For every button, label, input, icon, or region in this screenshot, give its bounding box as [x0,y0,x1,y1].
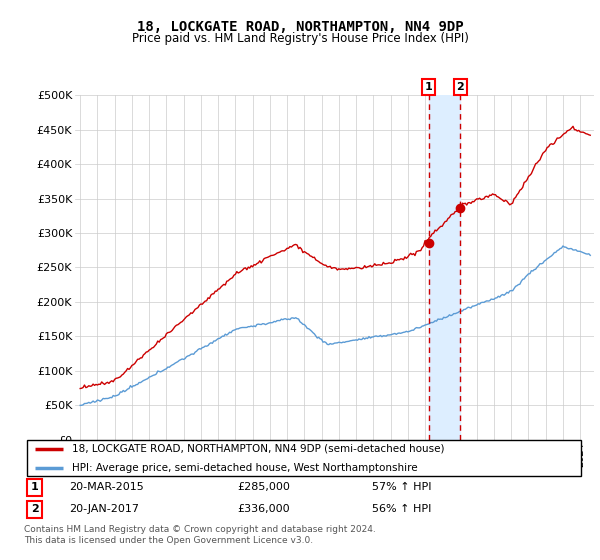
Text: 1: 1 [31,483,38,492]
Text: £285,000: £285,000 [237,483,290,492]
Text: 18, LOCKGATE ROAD, NORTHAMPTON, NN4 9DP: 18, LOCKGATE ROAD, NORTHAMPTON, NN4 9DP [137,20,463,34]
Text: 56% ↑ HPI: 56% ↑ HPI [372,505,431,514]
Bar [429,95,460,440]
Text: Price paid vs. HM Land Registry's House Price Index (HPI): Price paid vs. HM Land Registry's House … [131,32,469,45]
Text: 20-MAR-2015: 20-MAR-2015 [69,483,143,492]
Text: 57% ↑ HPI: 57% ↑ HPI [372,483,431,492]
Text: 20-JAN-2017: 20-JAN-2017 [69,505,139,514]
Text: £336,000: £336,000 [237,505,290,514]
Text: Contains HM Land Registry data © Crown copyright and database right 2024.
This d: Contains HM Land Registry data © Crown c… [24,525,376,545]
Text: 18, LOCKGATE ROAD, NORTHAMPTON, NN4 9DP (semi-detached house): 18, LOCKGATE ROAD, NORTHAMPTON, NN4 9DP … [71,444,444,454]
FancyBboxPatch shape [27,440,581,477]
Text: 2: 2 [457,82,464,92]
Text: 2: 2 [31,505,38,514]
Text: 1: 1 [425,82,433,92]
Text: HPI: Average price, semi-detached house, West Northamptonshire: HPI: Average price, semi-detached house,… [71,463,418,473]
